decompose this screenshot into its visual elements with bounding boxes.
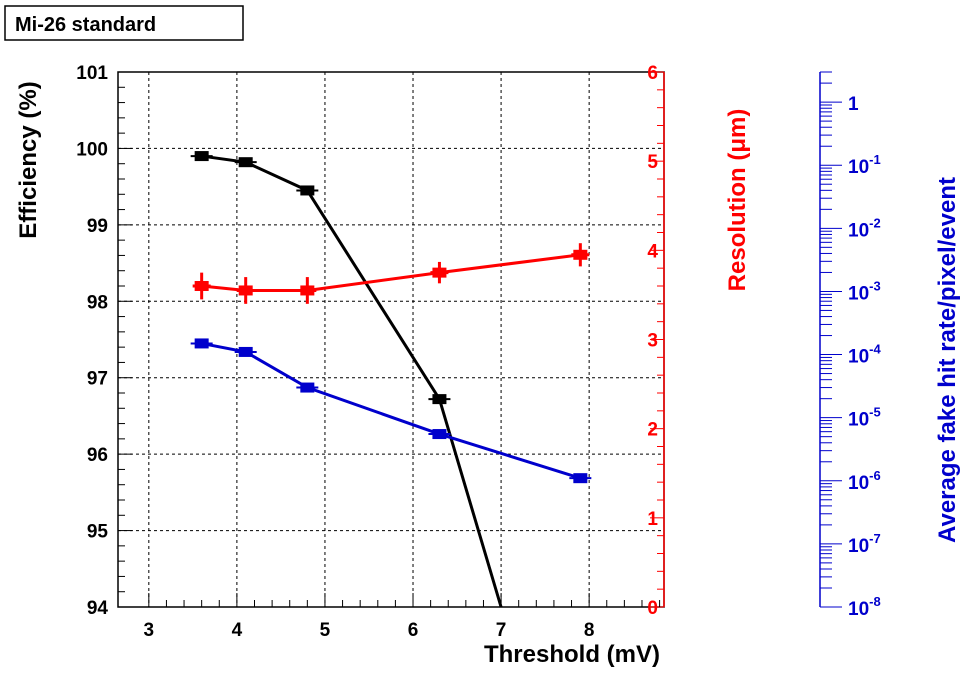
fake-hit-tick-exponent: -4	[869, 342, 881, 357]
fake-hit-tick-base: 10	[848, 220, 869, 241]
left-tick-label: 100	[76, 139, 108, 160]
x-tick-label: 6	[408, 620, 419, 641]
resolution-tick-label: 2	[647, 420, 658, 441]
efficiency-line	[201, 154, 503, 608]
left-tick-label: 99	[87, 216, 108, 237]
fake-hit-tick-label: 1	[848, 94, 859, 115]
x-tick-label: 4	[232, 620, 243, 641]
y-axis-title-resolution: Resolution (μm)	[724, 109, 751, 292]
resolution-tick-label: 4	[647, 241, 658, 262]
chart-title-box	[4, 5, 244, 41]
fake-hit-tick-exponent: -2	[869, 215, 881, 230]
x-tick-label: 7	[496, 620, 507, 641]
fake-hit-tick-base: 1	[848, 94, 859, 115]
x-tick-label: 8	[584, 620, 595, 641]
fake-hit-tick-base: 10	[848, 347, 869, 368]
resolution-tick-label: 6	[647, 63, 658, 84]
fake-hit-tick-label: 10-2	[848, 215, 881, 241]
fake-hit-tick-exponent: -1	[869, 152, 881, 167]
fake-hit-tick-exponent: -7	[869, 531, 881, 546]
resolution-point	[238, 285, 253, 296]
fake-hit-tick-base: 10	[848, 283, 869, 304]
resolution-point	[300, 285, 315, 296]
fake-hit-tick-exponent: -5	[869, 405, 881, 420]
resolution-tick-label: 3	[647, 331, 658, 352]
left-tick-label: 94	[87, 598, 109, 619]
left-tick-label: 97	[87, 369, 108, 390]
resolution-tick-label: 0	[647, 598, 658, 619]
series	[190, 151, 592, 608]
resolution-axis: 0 1 2 3 4 5 6	[647, 63, 665, 619]
resolution-tick-label: 1	[647, 509, 658, 530]
resolution-point	[573, 249, 588, 260]
fake-hit-tick-base: 10	[848, 536, 869, 557]
fake-hit-tick-base: 10	[848, 410, 869, 431]
y-axis-title-fake-hit-rate: Average fake hit rate/pixel/event	[934, 177, 961, 543]
fake-hit-tick-label: 10-3	[848, 278, 881, 304]
resolution-tick-label: 5	[647, 152, 658, 173]
resolution-line	[201, 253, 581, 292]
fake-hit-tick-label: 10-6	[848, 468, 881, 494]
fake-hit-rate-line	[201, 341, 581, 480]
fake-hit-tick-exponent: -8	[869, 594, 881, 609]
fake-hit-tick-label: 10-8	[848, 594, 881, 620]
fake-hit-tick-base: 10	[848, 599, 869, 620]
left-axis: 94 95 96 97 98 99 100 101	[76, 63, 132, 619]
fake-hit-tick-base: 10	[848, 157, 869, 178]
fake-hit-tick-label: 10-1	[848, 152, 881, 178]
x-tick-label: 3	[144, 620, 155, 641]
left-tick-label: 96	[87, 445, 108, 466]
fake-hit-tick-label: 10-5	[848, 405, 881, 431]
resolution-point	[432, 267, 447, 278]
fake-hit-tick-exponent: -6	[869, 468, 881, 483]
resolution-point	[194, 281, 209, 291]
grid	[118, 72, 664, 607]
fake-hit-tick-label: 10-4	[848, 342, 881, 368]
y-axis-title-efficiency: Efficiency (%)	[15, 81, 42, 238]
x-axis-title: Threshold (mV)	[484, 641, 660, 668]
x-tick-label: 5	[320, 620, 331, 641]
fake-hit-tick-base: 10	[848, 473, 869, 494]
left-tick-label: 98	[87, 292, 108, 313]
fake-hit-tick-label: 10-7	[848, 531, 881, 557]
left-tick-label: 101	[76, 63, 108, 84]
x-axis: 3 4 5 6 7 8	[144, 593, 661, 641]
fake-hit-rate-axis: 10-810-710-610-510-410-310-210-11	[819, 71, 881, 620]
fake-hit-tick-exponent: -3	[869, 278, 881, 293]
left-tick-label: 95	[87, 522, 109, 543]
chart-title: Mi-26 standard	[15, 14, 156, 36]
